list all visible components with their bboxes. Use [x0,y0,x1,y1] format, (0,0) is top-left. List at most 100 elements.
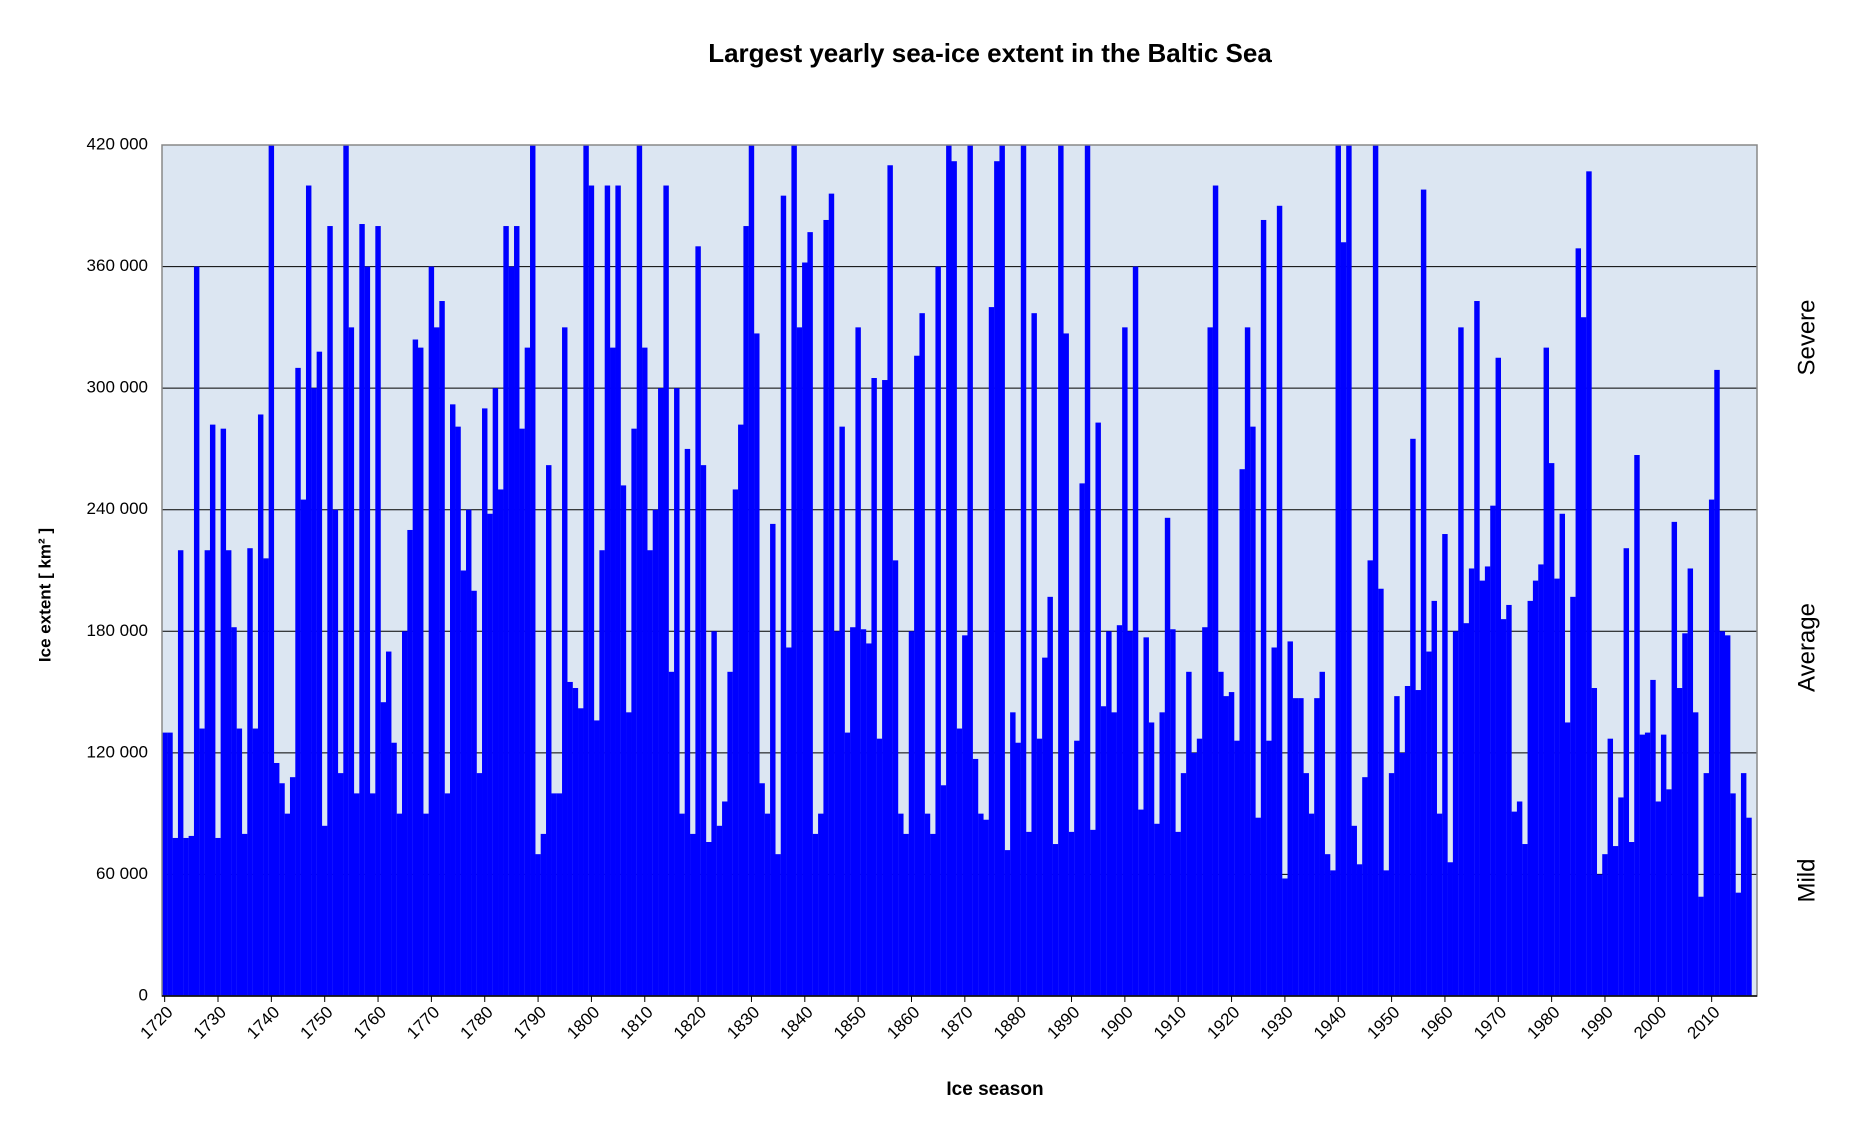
bar [1452,631,1459,996]
bar [930,833,936,996]
y-tick-label: 360 000 [87,256,148,275]
bar [588,185,595,996]
bar [1282,878,1288,996]
bar [1036,738,1043,996]
bar [1255,817,1261,996]
bar [1100,706,1107,996]
bar [1623,548,1630,996]
bar [1111,712,1117,996]
bar [487,513,493,996]
bar [1628,842,1635,996]
bar [946,145,952,996]
bar [1356,864,1363,996]
bar [263,558,269,996]
bar [1634,455,1640,996]
bar [940,785,947,996]
bar [1410,438,1416,996]
bar [1292,698,1299,996]
bar [642,347,648,997]
bar [796,327,803,996]
y-tick-label: 0 [139,985,148,1004]
zone-label: Average [1793,603,1820,692]
bar [364,266,371,997]
x-tick-label: 1840 [777,1003,817,1043]
x-tick-label: 1750 [297,1003,337,1043]
bar [1719,631,1726,996]
x-tick-label: 1780 [457,1003,497,1043]
bar [594,720,600,996]
bar [1063,333,1069,997]
bar [828,193,835,997]
bar [679,813,685,996]
bar [1303,773,1309,996]
bar [1138,809,1144,996]
bar [876,738,883,996]
bar [887,165,893,996]
bar [1394,696,1400,996]
bar [1580,317,1587,996]
bar [727,671,733,996]
bar [1698,896,1704,996]
bar [978,813,984,996]
bar [1180,773,1187,996]
bar [1548,463,1555,996]
bar [535,854,541,996]
bar [871,378,877,996]
bar [391,742,397,996]
bar [1084,145,1091,996]
bar [1538,564,1544,996]
bar [706,842,712,996]
x-tick-label: 1920 [1203,1003,1243,1043]
y-axis-label: Ice extent [ km² ] [35,528,54,662]
bar [1607,738,1614,996]
bar [1436,813,1443,996]
bar [369,793,376,996]
bar [1474,301,1480,996]
bar [268,145,275,996]
bar [636,145,643,996]
bar [610,347,616,997]
x-tick-label: 1880 [990,1003,1030,1043]
bar [1068,831,1075,996]
bar [1511,811,1518,996]
bar [1340,242,1347,996]
bar [1596,874,1603,996]
bar [1388,773,1395,996]
bar [855,327,861,996]
bar [780,195,787,996]
bar [161,732,168,996]
bar [193,266,200,997]
bar [1703,773,1710,996]
bar [1228,692,1235,996]
bar [503,226,509,997]
y-tick-label: 420 000 [87,134,148,153]
bar [1154,823,1160,996]
bar [754,333,760,997]
bar [332,509,339,996]
bar [1735,892,1742,996]
bar [668,671,675,996]
bar [1666,789,1672,996]
bar [1164,517,1171,996]
bar [305,185,312,996]
x-tick-label: 1950 [1363,1003,1403,1043]
x-tick-label: 1970 [1470,1003,1510,1043]
x-tick-label: 1940 [1310,1003,1350,1043]
bar [1442,534,1448,996]
bar [674,388,680,997]
bar [279,783,285,996]
bar [1495,357,1501,996]
bar [1378,588,1384,996]
bar [1095,422,1101,996]
x-tick-label: 1910 [1150,1003,1190,1043]
bar [919,313,925,996]
bar [225,550,232,996]
bar [1714,369,1720,997]
bar [562,327,568,996]
bar [1708,499,1715,996]
bar [583,145,589,996]
bar [652,509,659,996]
bar [396,813,403,996]
bar [572,688,579,996]
bar [962,635,968,996]
